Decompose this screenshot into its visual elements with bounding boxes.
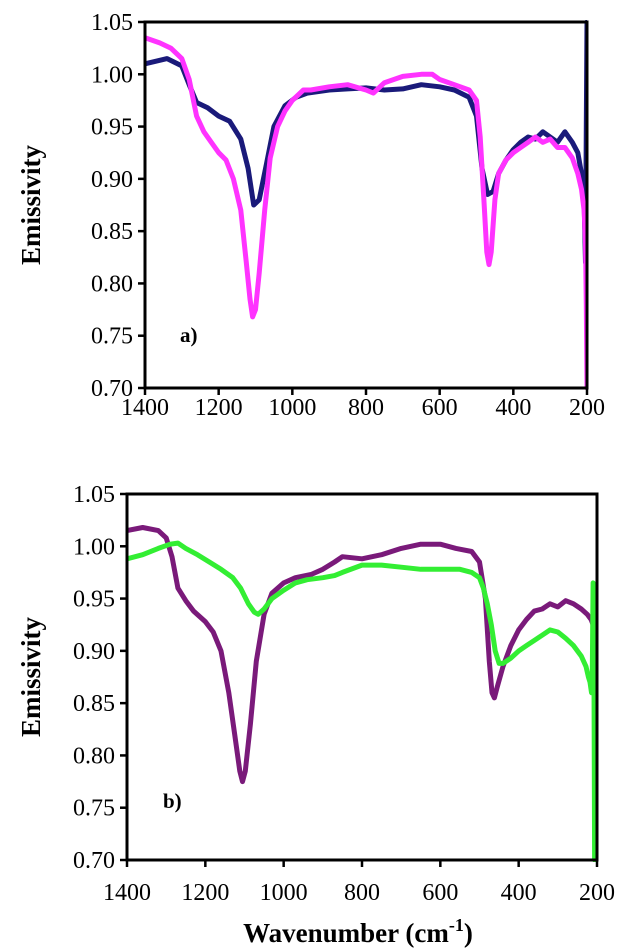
x-tick-label: 200	[579, 880, 615, 906]
x-tick-label: 400	[495, 395, 531, 421]
y-tick-label: 0.85	[91, 219, 133, 245]
y-tick-label: 1.00	[91, 62, 133, 88]
y-tick-label: 0.95	[73, 587, 115, 613]
x-tick-label: 1000	[268, 395, 316, 421]
x-tick-label: 1400	[103, 880, 151, 906]
series-line-1	[145, 20, 587, 265]
y-tick-label: 0.70	[91, 376, 133, 402]
x-axis-title-main: Wavenumber (cm	[243, 918, 449, 948]
y-tick-label: 1.00	[73, 534, 115, 560]
x-tick-label: 600	[422, 395, 458, 421]
y-tick-label: 0.75	[91, 324, 133, 350]
plot-frame	[125, 492, 599, 862]
series-line-2	[145, 35, 587, 390]
y-tick-label: 1.05	[91, 10, 133, 36]
panel-label: a)	[180, 323, 198, 347]
series-line-1	[127, 525, 596, 785]
x-tick-label: 800	[344, 880, 380, 906]
y-tick-label: 1.05	[73, 482, 115, 508]
x-tick-label: 1200	[181, 880, 229, 906]
y-tick-label: 0.90	[91, 167, 133, 193]
plot-frame	[143, 20, 589, 390]
x-tick-label: 200	[569, 395, 605, 421]
x-axis-title-sup: -1	[449, 915, 464, 935]
chart-panel-a: 0.70 0.75 0.80 0.85 0.90 0.95 1.00 1.05 1400 1200…	[16, 10, 605, 421]
x-axis-title-close: )	[464, 918, 473, 948]
y-tick-label: 0.70	[73, 848, 115, 874]
y-axis-title: Emissivity	[16, 144, 46, 265]
x-tick-label: 1400	[121, 395, 169, 421]
x-axis-title: Wavenumber (cm-1)	[243, 915, 473, 948]
x-tick-label: 1200	[195, 395, 243, 421]
y-tick-label: 0.75	[73, 796, 115, 822]
y-tick-label: 0.95	[91, 115, 133, 141]
series-line-2	[127, 540, 597, 862]
y-axis-title: Emissivity	[16, 616, 46, 737]
y-tick-label: 0.80	[91, 271, 133, 297]
y-tick-label: 0.90	[73, 639, 115, 665]
panel-label: b)	[163, 789, 182, 813]
x-tick-label: 1000	[260, 880, 308, 906]
chart-panel-b: 0.70 0.75 0.80 0.85 0.90 0.95 1.00 1.05 1400 1200…	[16, 482, 615, 948]
x-tick-label: 600	[422, 880, 458, 906]
x-tick-label: 800	[348, 395, 384, 421]
x-tick-label: 400	[501, 880, 537, 906]
y-tick-label: 0.80	[73, 743, 115, 769]
y-tick-label: 0.85	[73, 691, 115, 717]
